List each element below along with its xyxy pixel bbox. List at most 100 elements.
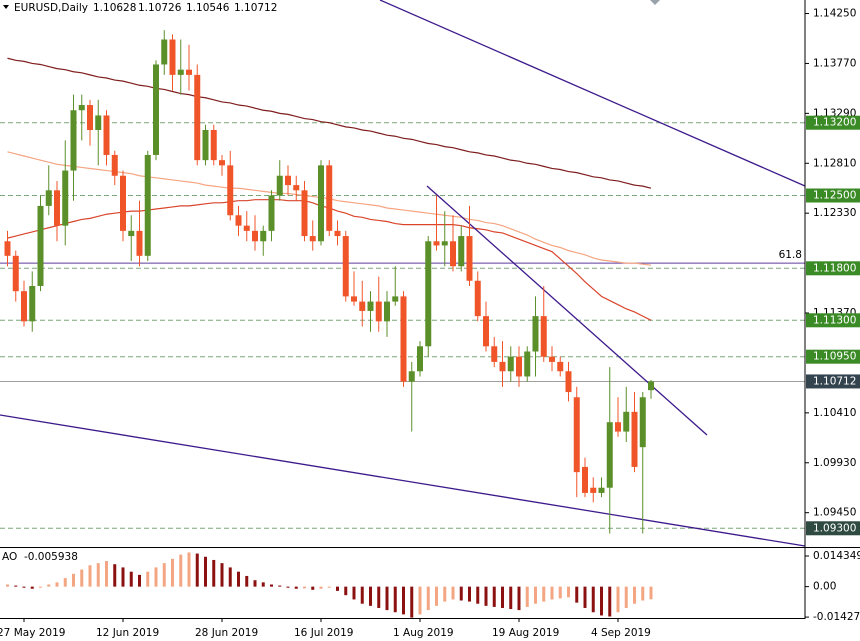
candle-body	[648, 381, 654, 391]
ao-bar	[154, 567, 158, 587]
ao-bar	[468, 586, 471, 602]
ao-bar	[360, 586, 364, 604]
y-tick-label: 1.12810	[813, 157, 856, 169]
ao-bar	[319, 586, 323, 589]
candle-body	[45, 190, 52, 206]
ao-bar	[228, 567, 232, 587]
candle-body	[408, 371, 415, 382]
ao-bar	[377, 586, 381, 608]
fibo-label: 61.8	[779, 249, 802, 261]
moving-average	[7, 57, 652, 189]
candle-body	[128, 230, 135, 237]
ao-bar	[459, 586, 463, 601]
candle-body	[565, 371, 572, 393]
ao-bar	[55, 582, 59, 587]
level-label: 1.10950	[813, 351, 856, 363]
candle-body	[351, 296, 357, 302]
ao-bar	[294, 586, 298, 589]
ao-histogram	[6, 552, 653, 618]
candle-body	[433, 241, 440, 246]
candle-body	[359, 301, 366, 311]
ao-bar	[270, 584, 273, 587]
ao-bar	[6, 584, 9, 587]
candle-body	[342, 236, 349, 297]
y-tick-label: 1.09450	[813, 507, 856, 519]
level-label-box	[806, 521, 860, 536]
candle-body	[260, 230, 267, 242]
ao-tick-label: 0.00	[813, 581, 836, 593]
candle-body	[21, 291, 27, 322]
candle-body	[144, 154, 151, 256]
x-tick-label: 16 Jul 2019	[294, 627, 353, 639]
candle-body	[70, 110, 77, 171]
ao-tick-label: -0.014279	[813, 611, 860, 623]
ao-bar	[311, 586, 315, 590]
ao-bar	[616, 586, 620, 613]
ao-bar	[600, 586, 603, 616]
ao-bar	[558, 586, 562, 599]
candle-body	[507, 356, 514, 372]
ao-bar	[22, 586, 26, 588]
ao-bar	[410, 586, 414, 618]
candle-body	[268, 195, 275, 231]
last-price-box	[806, 374, 860, 389]
ao-bar	[550, 586, 554, 600]
candle-body	[202, 129, 209, 161]
y-tick-label: 1.13770	[813, 57, 856, 69]
ao-bar	[443, 586, 447, 602]
candle-body	[532, 316, 539, 352]
candle-body	[37, 205, 44, 286]
candle-body	[590, 487, 597, 493]
candle-body	[276, 175, 283, 196]
ao-bar	[484, 586, 488, 606]
ao-bar	[336, 586, 339, 591]
indicator-value: -0.005938	[24, 551, 78, 563]
x-tick-label: 28 Jun 2019	[195, 627, 258, 639]
ao-bar	[327, 586, 331, 588]
ao-bar	[253, 580, 257, 587]
y-tick-label: 1.10410	[813, 407, 856, 419]
level-label-box	[806, 261, 860, 276]
level-label-box	[806, 188, 860, 203]
ao-bar	[303, 586, 306, 589]
ao-bar	[525, 586, 529, 607]
ao-bar	[171, 558, 174, 587]
candle-body	[483, 316, 489, 347]
high-value: 1.10726	[138, 2, 182, 14]
ao-bar	[80, 569, 84, 587]
level-label: 1.13200	[813, 117, 856, 129]
ao-bar	[121, 567, 125, 587]
ao-bar	[162, 563, 166, 587]
ao-bar	[39, 586, 42, 588]
ao-bar	[212, 559, 216, 587]
ao-bar	[534, 586, 537, 604]
ao-bar	[261, 582, 265, 587]
candle-body	[466, 236, 473, 281]
ao-bar	[278, 585, 282, 587]
ao-bar	[624, 586, 628, 608]
candle-body	[623, 411, 630, 432]
candle-body	[111, 154, 118, 176]
candle-body	[441, 241, 448, 246]
ao-bar	[63, 578, 67, 587]
ao-bar	[509, 586, 513, 610]
ao-bar	[418, 586, 422, 615]
ao-bar	[187, 552, 191, 587]
candle-body	[639, 397, 646, 448]
ao-bar	[237, 571, 240, 587]
candle-body	[474, 280, 481, 317]
candle-body	[210, 129, 217, 161]
candle-body	[384, 301, 390, 322]
ao-bar	[14, 585, 18, 587]
candle-body	[120, 175, 126, 231]
candle-body	[161, 39, 168, 65]
candle-body	[615, 422, 621, 432]
candle-body	[499, 361, 506, 372]
low-value: 1.10546	[186, 2, 230, 14]
candle-body	[549, 356, 555, 362]
candle-body	[573, 397, 580, 473]
candle-body	[425, 241, 432, 347]
candle-body	[367, 301, 374, 311]
ao-bar	[129, 571, 133, 587]
